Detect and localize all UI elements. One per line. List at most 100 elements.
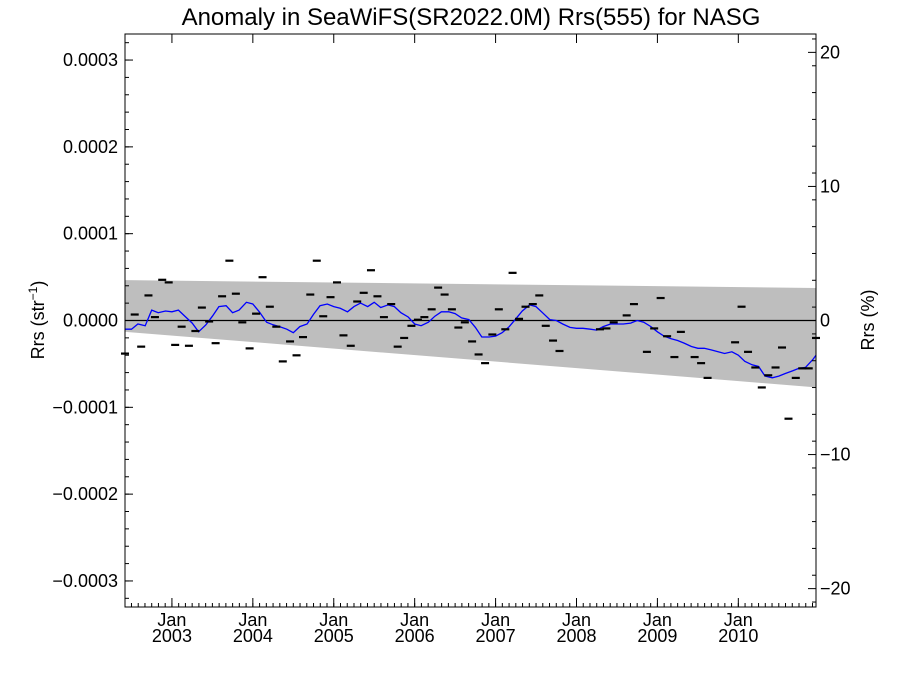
anomaly-point <box>346 344 355 347</box>
anomaly-point <box>751 366 760 369</box>
anomaly-point <box>535 294 544 297</box>
x-tick-month: Jan <box>319 610 348 630</box>
anomaly-point-mark <box>286 340 295 343</box>
anomaly-point <box>602 327 611 330</box>
anomaly-point <box>676 330 685 333</box>
anomaly-point <box>778 346 787 349</box>
anomaly-point <box>440 293 449 296</box>
anomaly-point-mark <box>158 278 167 281</box>
x-tick-year: 2007 <box>476 626 516 646</box>
anomaly-point-mark <box>757 386 766 389</box>
anomaly-point <box>258 276 267 279</box>
anomaly-point-mark <box>339 334 348 337</box>
x-tick-year: 2004 <box>233 626 273 646</box>
anomaly-point-mark <box>278 360 287 363</box>
anomaly-point-mark <box>407 324 416 327</box>
anomaly-point <box>501 328 510 331</box>
y-tick-label: 0.0001 <box>63 224 118 244</box>
anomaly-point-mark <box>326 296 335 299</box>
anomaly-point-mark <box>622 314 631 317</box>
anomaly-point-mark <box>609 321 618 324</box>
anomaly-point <box>703 376 712 379</box>
anomaly-point <box>299 335 308 339</box>
anomaly-point-mark <box>474 353 483 356</box>
anomaly-point <box>225 259 234 262</box>
anomaly-point-mark <box>379 316 388 319</box>
anomaly-point-mark <box>656 296 665 300</box>
anomaly-point-mark <box>798 367 807 370</box>
y2-tick-label: 20 <box>820 42 840 62</box>
anomaly-point <box>191 329 200 333</box>
anomaly-point <box>205 320 214 323</box>
anomaly-point-mark <box>353 300 362 303</box>
x-tick-year: 2009 <box>637 626 677 646</box>
anomaly-point-mark <box>292 354 301 357</box>
anomaly-point-mark <box>427 308 436 311</box>
x-tick-month: Jan <box>643 610 672 630</box>
anomaly-point-mark <box>366 269 375 272</box>
anomaly-point <box>144 294 153 297</box>
anomaly-point <box>245 347 254 350</box>
x-tick-year: 2003 <box>152 626 192 646</box>
anomaly-point <box>177 325 186 328</box>
anomaly-point <box>474 353 483 356</box>
anomaly-point-mark <box>468 340 477 343</box>
anomaly-point-mark <box>676 330 685 333</box>
anomaly-point <box>595 328 604 331</box>
anomaly-point <box>629 303 638 306</box>
running-mean-line <box>125 301 817 379</box>
anomaly-point <box>744 350 753 353</box>
anomaly-point <box>164 281 173 284</box>
anomaly-point-mark <box>130 313 139 316</box>
anomaly-point-mark <box>164 281 173 284</box>
anomaly-point <box>642 350 651 353</box>
anomaly-point-mark <box>454 326 463 329</box>
anomaly-point-mark <box>373 295 382 298</box>
anomaly-point-mark <box>191 329 200 333</box>
anomaly-point-mark <box>218 295 227 298</box>
anomaly-point-mark <box>549 339 558 342</box>
y-axis-title-close: ) <box>28 281 48 287</box>
anomaly-point-mark <box>488 333 497 336</box>
y-tick-label: −0.0001 <box>52 397 118 417</box>
anomaly-point-mark <box>460 321 469 324</box>
anomaly-point <box>690 355 699 359</box>
x-tick-year: 2008 <box>556 626 596 646</box>
anomaly-point <box>798 367 807 370</box>
y2-tick-label: 10 <box>820 176 840 196</box>
anomaly-point <box>622 314 631 317</box>
anomaly-point <box>373 295 382 298</box>
anomaly-point <box>541 324 550 327</box>
anomaly-point-mark <box>211 342 220 345</box>
anomaly-point-mark <box>144 294 153 297</box>
anomaly-point <box>663 335 672 338</box>
anomaly-point <box>231 292 240 295</box>
running-mean-series <box>125 301 817 379</box>
anomaly-point-mark <box>764 374 773 377</box>
anomaly-point-mark <box>400 336 409 340</box>
x-tick-year: 2006 <box>395 626 435 646</box>
anomaly-point-mark <box>346 344 355 347</box>
anomaly-point-mark <box>387 303 396 306</box>
anomaly-point-mark <box>508 271 517 274</box>
anomaly-point <box>804 367 813 370</box>
anomaly-point <box>393 345 402 348</box>
confidence-band-area <box>125 280 816 388</box>
anomaly-point-mark <box>642 350 651 353</box>
anomaly-point-mark <box>804 367 813 370</box>
monthly-anomaly-series <box>121 259 820 420</box>
anomaly-point-mark <box>299 335 308 339</box>
anomaly-point-mark <box>312 259 321 262</box>
anomaly-point <box>549 339 558 342</box>
anomaly-point <box>218 295 227 298</box>
anomaly-point <box>757 386 766 389</box>
y2-tick-label: 0 <box>820 311 830 331</box>
anomaly-point-mark <box>535 294 544 297</box>
anomaly-point-mark <box>393 345 402 348</box>
anomaly-point-mark <box>629 303 638 306</box>
anomaly-point-mark <box>481 362 490 365</box>
anomaly-point-mark <box>225 259 234 262</box>
x-tick-month: Jan <box>400 610 429 630</box>
anomaly-point <box>332 281 341 284</box>
